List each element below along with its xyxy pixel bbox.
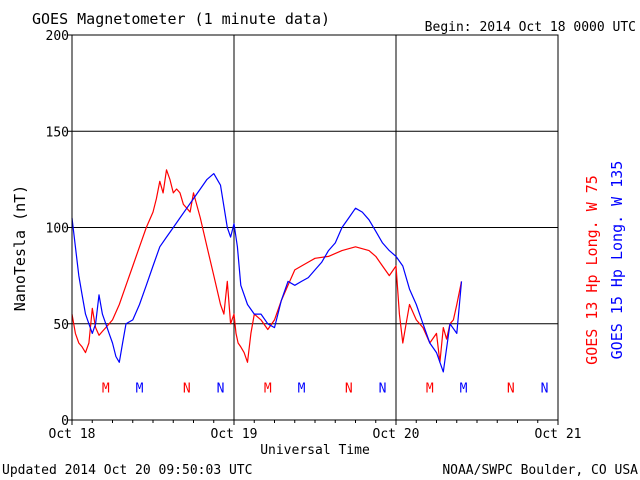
- midnight-marker: M: [298, 381, 306, 396]
- y-tick-label: 50: [53, 318, 69, 333]
- y-axis-label: NanoTesla (nT): [11, 185, 29, 311]
- legend-goes15: GOES 15 Hp Long. W 135: [608, 161, 626, 360]
- noon-marker: N: [217, 381, 225, 396]
- plot-frame: [71, 34, 559, 421]
- x-tick-label: Oct 20: [373, 427, 420, 442]
- noon-marker: N: [345, 381, 353, 396]
- chart-title: GOES Magnetometer (1 minute data): [32, 10, 330, 28]
- axis-ticks: 0 50 100 150 200 Oct 18 Oct 19 Oct 20 Oct 21: [46, 29, 582, 442]
- y-tick-label: 100: [46, 222, 69, 237]
- series-goes13-line: [71, 169, 463, 363]
- midnight-marker: M: [136, 381, 144, 396]
- midnight-marker: M: [460, 381, 468, 396]
- x-tick-label: Oct 19: [211, 427, 258, 442]
- noon-marker: N: [541, 381, 549, 396]
- midnight-marker: M: [102, 381, 110, 396]
- series-goes15-line: [71, 173, 463, 373]
- midnight-marker: M: [426, 381, 434, 396]
- updated-timestamp: Updated 2014 Oct 20 09:50:03 UTC: [2, 463, 252, 478]
- x-axis-label: Universal Time: [260, 443, 370, 458]
- begin-time: Begin: 2014 Oct 18 0000 UTC: [425, 20, 636, 35]
- credit: NOAA/SWPC Boulder, CO USA: [442, 463, 638, 478]
- noon-marker: N: [183, 381, 191, 396]
- x-tick-label: Oct 21: [535, 427, 582, 442]
- y-tick-label: 0: [61, 414, 69, 429]
- midnight-marker: M: [264, 381, 272, 396]
- y-tick-label: 150: [46, 125, 69, 140]
- x-tick-label: Oct 18: [49, 427, 96, 442]
- legend-goes13: GOES 13 Hp Long. W 75: [583, 175, 601, 365]
- noon-marker: N: [507, 381, 515, 396]
- y-tick-label: 200: [46, 29, 69, 44]
- noon-marker: N: [379, 381, 387, 396]
- series-lines: [71, 169, 463, 373]
- grid: [72, 35, 558, 420]
